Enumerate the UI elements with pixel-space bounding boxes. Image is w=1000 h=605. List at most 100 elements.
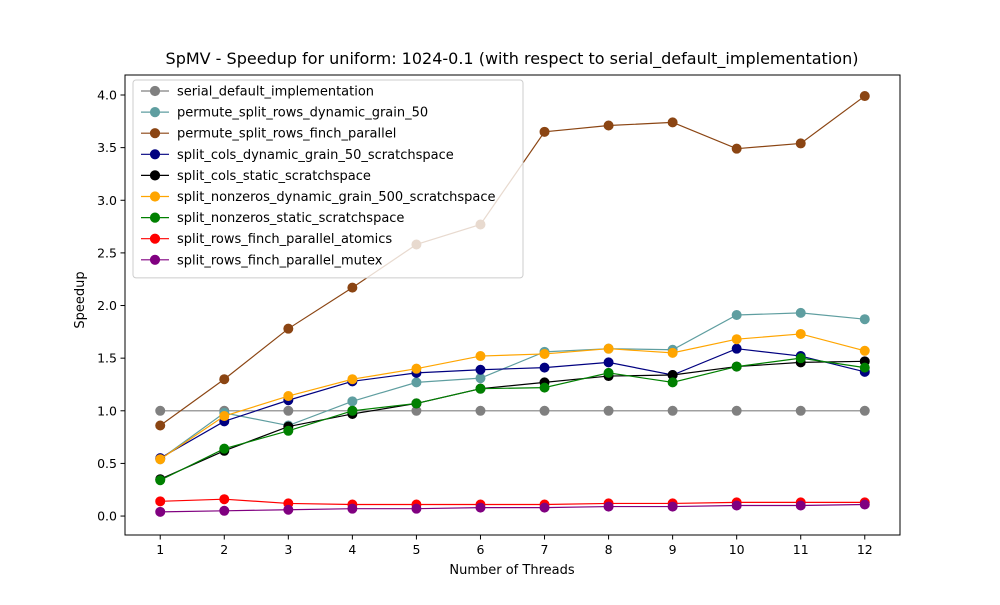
data-point	[859, 345, 870, 356]
data-point	[859, 499, 870, 510]
data-point	[283, 425, 294, 436]
data-point	[155, 496, 166, 507]
legend-entry: split_rows_finch_parallel_atomics	[141, 232, 392, 247]
x-tick-label: 6	[476, 542, 484, 557]
legend-marker	[149, 233, 161, 244]
axes: 1 2 3 4 5 6 7 8 9 10 11 120.00.51.01.52.02.53.03.54…	[97, 74, 901, 557]
data-point	[795, 138, 806, 149]
data-point	[475, 383, 486, 394]
data-point	[283, 405, 294, 416]
data-point	[795, 500, 806, 511]
series-line	[159, 360, 865, 480]
data-point	[219, 374, 230, 385]
data-point	[859, 362, 870, 373]
plot-frame	[124, 74, 901, 536]
legend-label: split_cols_dynamic_grain_50_scratchspace	[177, 148, 454, 163]
legend-marker	[149, 212, 161, 223]
data-point	[411, 503, 422, 514]
y-tick-label: 1.5	[97, 351, 117, 366]
legend-marker	[149, 107, 161, 118]
data-point	[667, 347, 678, 358]
y-tick-label: 0.0	[97, 509, 117, 524]
series-0	[155, 405, 870, 416]
legend-entry: permute_split_rows_dynamic_grain_50	[141, 106, 428, 121]
legend-marker	[149, 170, 161, 181]
data-point	[283, 504, 294, 515]
data-point	[155, 475, 166, 486]
data-point	[603, 501, 614, 512]
data-point	[347, 405, 358, 416]
legend-marker	[149, 254, 161, 265]
y-tick-label: 0.5	[97, 456, 117, 471]
data-point	[603, 120, 614, 131]
legend: serial_default_implementation permute_spl…	[132, 79, 524, 279]
x-tick-label: 8	[605, 542, 613, 557]
data-point	[731, 309, 742, 320]
legend-marker	[149, 191, 161, 202]
y-tick-label: 4.0	[97, 88, 117, 103]
data-point	[155, 405, 166, 416]
data-point	[539, 362, 550, 373]
legend-label: split_rows_finch_parallel_atomics	[177, 232, 392, 247]
data-point	[475, 351, 486, 362]
legend-entry: split_rows_finch_parallel_mutex	[141, 253, 383, 268]
data-point	[347, 282, 358, 293]
data-point	[347, 396, 358, 407]
series-8	[155, 499, 870, 517]
x-tick-label: 10	[729, 542, 745, 557]
data-point	[539, 382, 550, 393]
y-axis-label: Speedup	[73, 271, 88, 328]
data-point	[283, 323, 294, 334]
x-tick-label: 12	[857, 542, 873, 557]
data-point	[795, 307, 806, 318]
legend-marker	[149, 149, 161, 160]
data-point	[283, 391, 294, 402]
data-point	[731, 361, 742, 372]
data-point	[731, 334, 742, 345]
legend-box	[132, 79, 524, 279]
x-tick-label: 4	[348, 542, 356, 557]
data-point	[603, 367, 614, 378]
data-point	[539, 502, 550, 513]
legend-marker	[149, 85, 161, 97]
legend-label: split_rows_finch_parallel_mutex	[177, 253, 383, 268]
data-point	[475, 364, 486, 375]
data-point	[155, 454, 166, 465]
legend-label: split_nonzeros_static_scratchspace	[177, 211, 404, 226]
data-point	[795, 353, 806, 364]
series-3	[155, 343, 870, 464]
data-point	[667, 405, 678, 416]
series-line	[159, 357, 865, 481]
data-point	[731, 343, 742, 354]
chart-title: SpMV - Speedup for uniform: 1024-0.1 (wi…	[166, 49, 859, 69]
series-6	[155, 353, 870, 486]
y-tick-label: 3.5	[97, 140, 117, 155]
data-point	[667, 501, 678, 512]
y-tick-label: 2.0	[97, 298, 117, 313]
data-point	[475, 405, 486, 416]
x-tick-label: 11	[793, 542, 809, 557]
data-point	[539, 126, 550, 137]
legend-label: serial_default_implementation	[177, 85, 374, 100]
x-tick-label: 5	[412, 542, 420, 557]
data-point	[731, 405, 742, 416]
series-line	[160, 498, 865, 506]
y-tick-label: 2.5	[97, 245, 117, 260]
legend-label: split_nonzeros_dynamic_grain_500_scratch…	[177, 190, 496, 205]
x-tick-label: 2	[220, 542, 228, 557]
x-tick-label: 1	[156, 542, 164, 557]
legend-entry: split_nonzeros_static_scratchspace	[141, 211, 404, 226]
data-point	[539, 348, 550, 359]
data-point	[603, 357, 614, 368]
data-point	[667, 117, 678, 128]
legend-label: split_cols_static_scratchspace	[177, 169, 371, 184]
data-point	[411, 363, 422, 374]
data-point	[347, 503, 358, 514]
data-point	[347, 374, 358, 385]
series-7	[155, 494, 870, 510]
data-point	[219, 443, 230, 454]
data-point	[859, 405, 870, 416]
data-point	[603, 405, 614, 416]
